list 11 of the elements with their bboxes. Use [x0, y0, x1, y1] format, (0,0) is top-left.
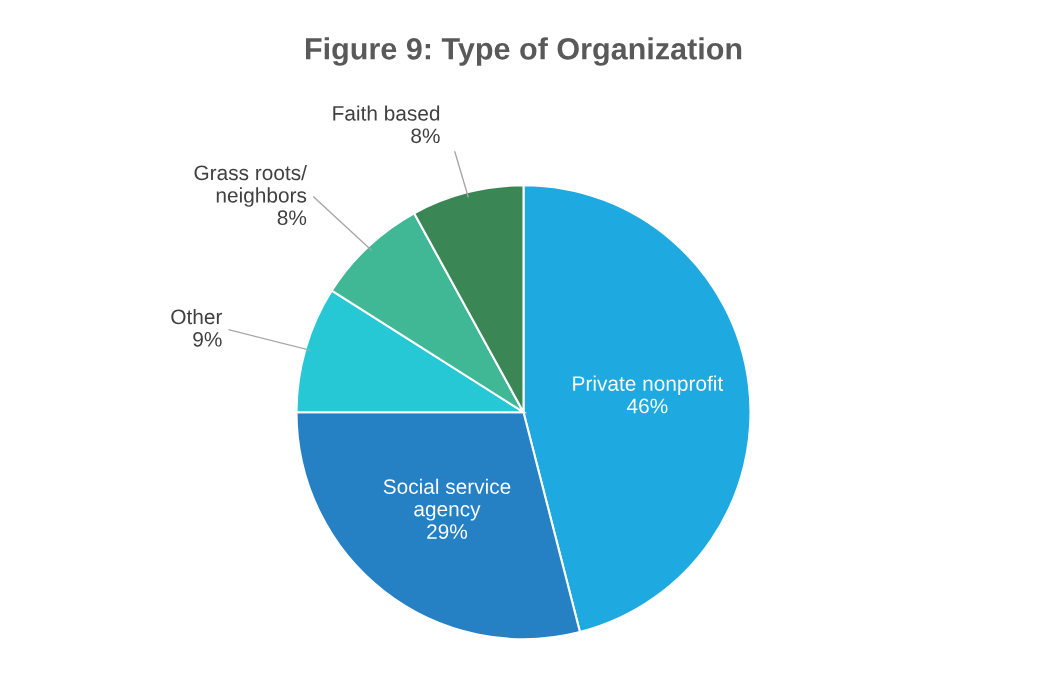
data-label: 8%	[411, 128, 440, 144]
data-label: 29%	[427, 524, 468, 539]
slice-label: Other	[171, 308, 223, 325]
data-label: 46%	[627, 398, 668, 414]
slice-label: Grass roots/ neighbors	[194, 164, 307, 207]
slice-label: Social service agency	[383, 478, 511, 521]
chart-title: Figure 9: Type of Organization	[305, 37, 742, 66]
slice-label: Faith based	[333, 105, 440, 121]
slice-label: Private nonprofit	[573, 375, 724, 396]
data-label: 8%	[277, 210, 307, 226]
data-label: 9%	[193, 331, 222, 347]
